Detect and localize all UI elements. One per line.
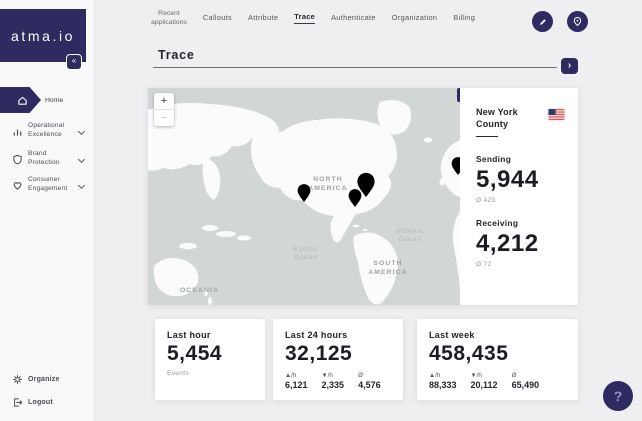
chevron-down-icon — [77, 155, 86, 163]
down-per-hour-label: ▼/h — [321, 372, 333, 379]
receiving-section: Receiving 4,212 Ø 72 — [476, 218, 566, 268]
map-label-north-america: NORTH — [313, 176, 343, 183]
sending-section: Sending 5,944 Ø 423 — [476, 154, 566, 204]
logout-icon — [14, 398, 23, 407]
title-divider — [153, 67, 557, 68]
shield-icon — [13, 154, 22, 164]
location-title: New York County — [476, 107, 518, 130]
us-flag-icon — [548, 109, 565, 120]
map-label-south-america: SOUTH — [373, 260, 402, 267]
logo-text: atma.io — [10, 27, 76, 44]
sidebar-item-label: Organize — [28, 376, 60, 384]
substat-up: ▲/h 88,333 — [429, 372, 457, 390]
svg-text:AMERICA: AMERICA — [308, 185, 347, 192]
map-label-pacific-ocean: Pacific — [293, 246, 318, 253]
receiving-average: Ø 72 — [476, 261, 492, 269]
stat-card-last-hour: Last hour 5,454 Events — [155, 319, 265, 400]
zoom-out-button[interactable]: − — [154, 109, 174, 126]
sidebar-item-brand-protection[interactable]: Brand Protection — [0, 147, 95, 171]
card-value: 5,454 — [167, 342, 223, 365]
receiving-label: Receiving — [476, 218, 519, 229]
top-navigation: Recent applications Callouts Attribute T… — [151, 9, 475, 27]
chart-icon — [13, 129, 22, 136]
heart-icon — [13, 181, 22, 190]
location-button[interactable] — [567, 11, 588, 32]
sidebar-item-label: Operational Excellence — [28, 122, 65, 138]
next-button[interactable]: › — [561, 58, 578, 74]
edit-button[interactable] — [532, 11, 553, 32]
card-value: 32,125 — [285, 342, 353, 365]
sidebar-item-label: Consumer Engagement — [28, 176, 68, 192]
recent-line-2: applications — [151, 19, 187, 27]
average-label: Ø — [358, 372, 363, 379]
down-per-hour-label: ▼/h — [470, 372, 482, 379]
map-landmasses — [148, 100, 460, 305]
sidebar-item-operational-excellence[interactable]: Operational Excellence — [0, 119, 95, 143]
sidebar-item-consumer-engagement[interactable]: Consumer Engagement — [0, 173, 95, 197]
map-zoom-control: + − — [154, 93, 174, 126]
card-value: 458,435 — [429, 342, 509, 365]
map-label-atlantic-ocean: Atlantic — [396, 228, 424, 235]
card-unit: Events — [167, 370, 189, 377]
gear-icon — [12, 374, 23, 385]
stat-card-last-24-hours: Last 24 hours 32,125 ▲/h 6,121 ▼/h 2,335… — [273, 319, 403, 400]
topnav-item[interactable]: Trace — [294, 12, 316, 25]
logo[interactable]: atma.io — [0, 9, 86, 62]
receiving-value: 4,212 — [476, 230, 539, 258]
sidebar-item-label: Logout — [28, 399, 53, 407]
sidebar: atma.io « Home Operational Excellence Br… — [0, 0, 95, 421]
topnav-item[interactable]: Attribute — [248, 12, 279, 22]
svg-text:AMERICA: AMERICA — [368, 269, 407, 276]
sidebar-collapse-button[interactable]: « — [66, 54, 82, 70]
sending-average: Ø 423 — [476, 197, 496, 205]
topnav-item[interactable]: Authenticate — [331, 12, 376, 22]
card-title: Last week — [429, 330, 475, 340]
home-icon — [18, 96, 27, 105]
svg-text:Ocean: Ocean — [294, 254, 317, 261]
average-label: Ø — [511, 372, 517, 379]
substat-average: Ø 4,576 — [358, 372, 381, 390]
stat-card-last-week: Last week 458,435 ▲/h 88,333 ▼/h 20,112 … — [417, 319, 578, 400]
zoom-in-button[interactable]: + — [160, 95, 168, 107]
title-underline — [476, 136, 498, 138]
active-item-indicator — [0, 87, 41, 113]
sending-label: Sending — [476, 154, 512, 165]
location-pin-icon — [573, 16, 582, 27]
chevron-down-icon — [77, 127, 86, 135]
help-button[interactable]: ? — [603, 381, 633, 411]
up-per-hour-label: ▲/h — [429, 372, 441, 379]
svg-text:Ocean: Ocean — [398, 236, 421, 243]
substat-down: ▼/h 2,335 — [321, 372, 345, 390]
topnav-item[interactable]: Callouts — [202, 12, 233, 22]
sidebar-item-label: Brand Protection — [28, 150, 60, 166]
sidebar-item-logout[interactable]: Logout — [0, 394, 95, 412]
topnav-item[interactable]: Organization — [391, 12, 438, 22]
topnav-recent-applications[interactable]: Recent applications — [151, 9, 187, 27]
card-title: Last 24 hours — [285, 330, 348, 340]
substat-down: ▼/h 20,112 — [470, 372, 498, 390]
sending-value: 5,944 — [476, 166, 539, 194]
page-title: Trace — [158, 48, 195, 62]
recent-line-1: Recent — [158, 10, 180, 17]
sidebar-item-organize[interactable]: Organize — [0, 371, 95, 389]
substat-average: Ø 65,490 — [511, 372, 540, 390]
pencil-icon — [539, 18, 546, 25]
trace-map-card: NORTH AMERICA SOUTH AMERICA OCEANIA Paci… — [148, 88, 578, 305]
sidebar-item-label: Home — [45, 96, 64, 104]
card-substats: ▲/h 6,121 ▼/h 2,335 Ø 4,576 — [285, 372, 391, 390]
card-substats: ▲/h 88,333 ▼/h 20,112 Ø 65,490 — [429, 372, 566, 390]
map-label-oceania: OCEANIA — [180, 287, 219, 294]
topnav-item[interactable]: Billing — [453, 12, 476, 22]
location-detail-panel: New York County Sending 5,944 Ø 423 Rece… — [460, 88, 578, 305]
card-title: Last hour — [167, 330, 211, 340]
substat-up: ▲/h 6,121 — [285, 372, 308, 390]
sidebar-item-home[interactable]: Home — [0, 87, 95, 113]
chevron-down-icon — [77, 181, 86, 189]
up-per-hour-label: ▲/h — [285, 372, 297, 379]
world-map[interactable]: NORTH AMERICA SOUTH AMERICA OCEANIA Paci… — [148, 88, 460, 305]
